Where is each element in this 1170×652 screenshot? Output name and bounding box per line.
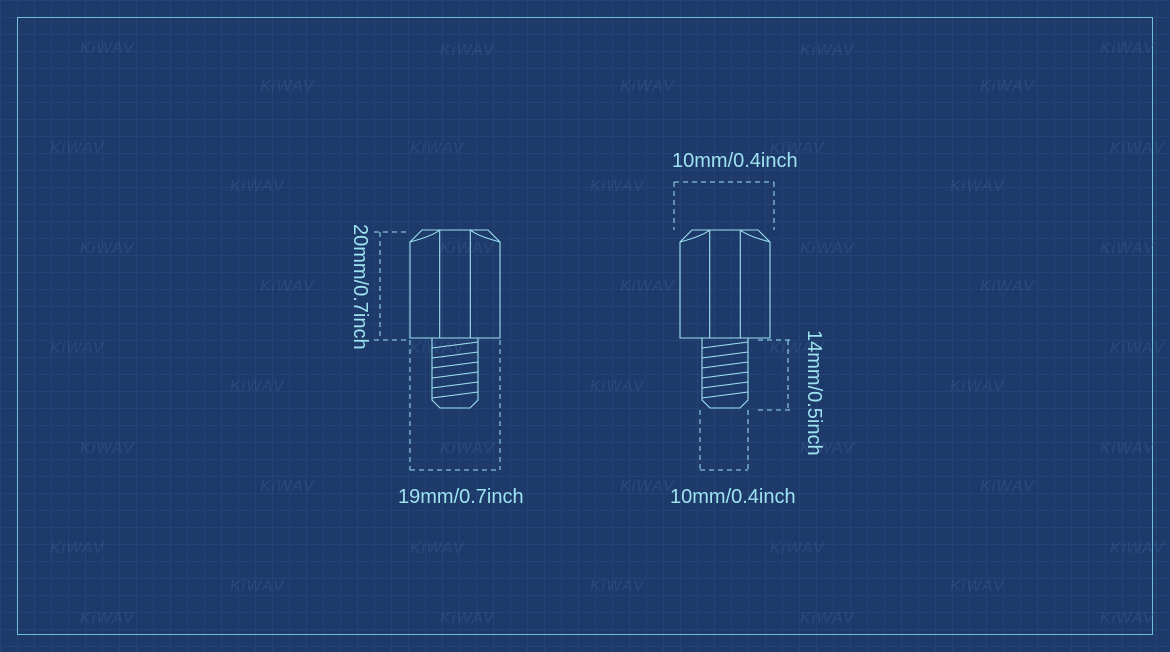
watermark-text: KiWAV: [980, 78, 1035, 96]
watermark-text: KiWAV: [590, 178, 645, 196]
watermark-text: KiWAV: [1100, 440, 1155, 458]
watermark-text: KiWAV: [410, 540, 465, 558]
watermark-text: KiWAV: [80, 440, 135, 458]
watermark-text: KiWAV: [260, 278, 315, 296]
watermark-text: KiWAV: [770, 540, 825, 558]
watermark-text: KiWAV: [80, 40, 135, 58]
watermark-text: KiWAV: [800, 610, 855, 628]
dim-left-height: 20mm/0.7inch: [348, 224, 371, 350]
watermark-text: KiWAV: [50, 540, 105, 558]
watermark-text: KiWAV: [230, 578, 285, 596]
watermark-text: KiWAV: [260, 78, 315, 96]
watermark-text: KiWAV: [260, 478, 315, 496]
watermark-text: KiWAV: [950, 578, 1005, 596]
watermark-text: KiWAV: [50, 140, 105, 158]
watermark-text: KiWAV: [1100, 240, 1155, 258]
watermark-text: KiWAV: [1110, 340, 1165, 358]
dim-right-thread-height: 14mm/0.5inch: [802, 330, 825, 456]
dim-bottom-right: 10mm/0.4inch: [670, 486, 796, 509]
watermark-text: KiWAV: [440, 610, 495, 628]
watermark-text: KiWAV: [950, 178, 1005, 196]
watermark-text: KiWAV: [950, 378, 1005, 396]
part-left-drawing: [380, 200, 540, 460]
watermark-text: KiWAV: [1100, 610, 1155, 628]
watermark-text: KiWAV: [80, 610, 135, 628]
watermark-text: KiWAV: [620, 478, 675, 496]
watermark-text: KiWAV: [230, 178, 285, 196]
watermark-text: KiWAV: [1110, 540, 1165, 558]
watermark-text: KiWAV: [1110, 140, 1165, 158]
watermark-text: KiWAV: [440, 42, 495, 60]
watermark-text: KiWAV: [410, 140, 465, 158]
watermark-text: KiWAV: [80, 240, 135, 258]
watermark-text: KiWAV: [230, 378, 285, 396]
watermark-text: KiWAV: [1100, 40, 1155, 58]
watermark-text: KiWAV: [590, 378, 645, 396]
frame-border: [17, 17, 1153, 635]
watermark-text: KiWAV: [50, 340, 105, 358]
part-right-drawing: [650, 200, 810, 460]
watermark-text: KiWAV: [620, 78, 675, 96]
watermark-text: KiWAV: [980, 278, 1035, 296]
watermark-text: KiWAV: [800, 42, 855, 60]
dim-bottom-left: 19mm/0.7inch: [398, 486, 524, 509]
watermark-text: KiWAV: [590, 578, 645, 596]
watermark-text: KiWAV: [980, 478, 1035, 496]
dim-top-right: 10mm/0.4inch: [672, 150, 798, 173]
